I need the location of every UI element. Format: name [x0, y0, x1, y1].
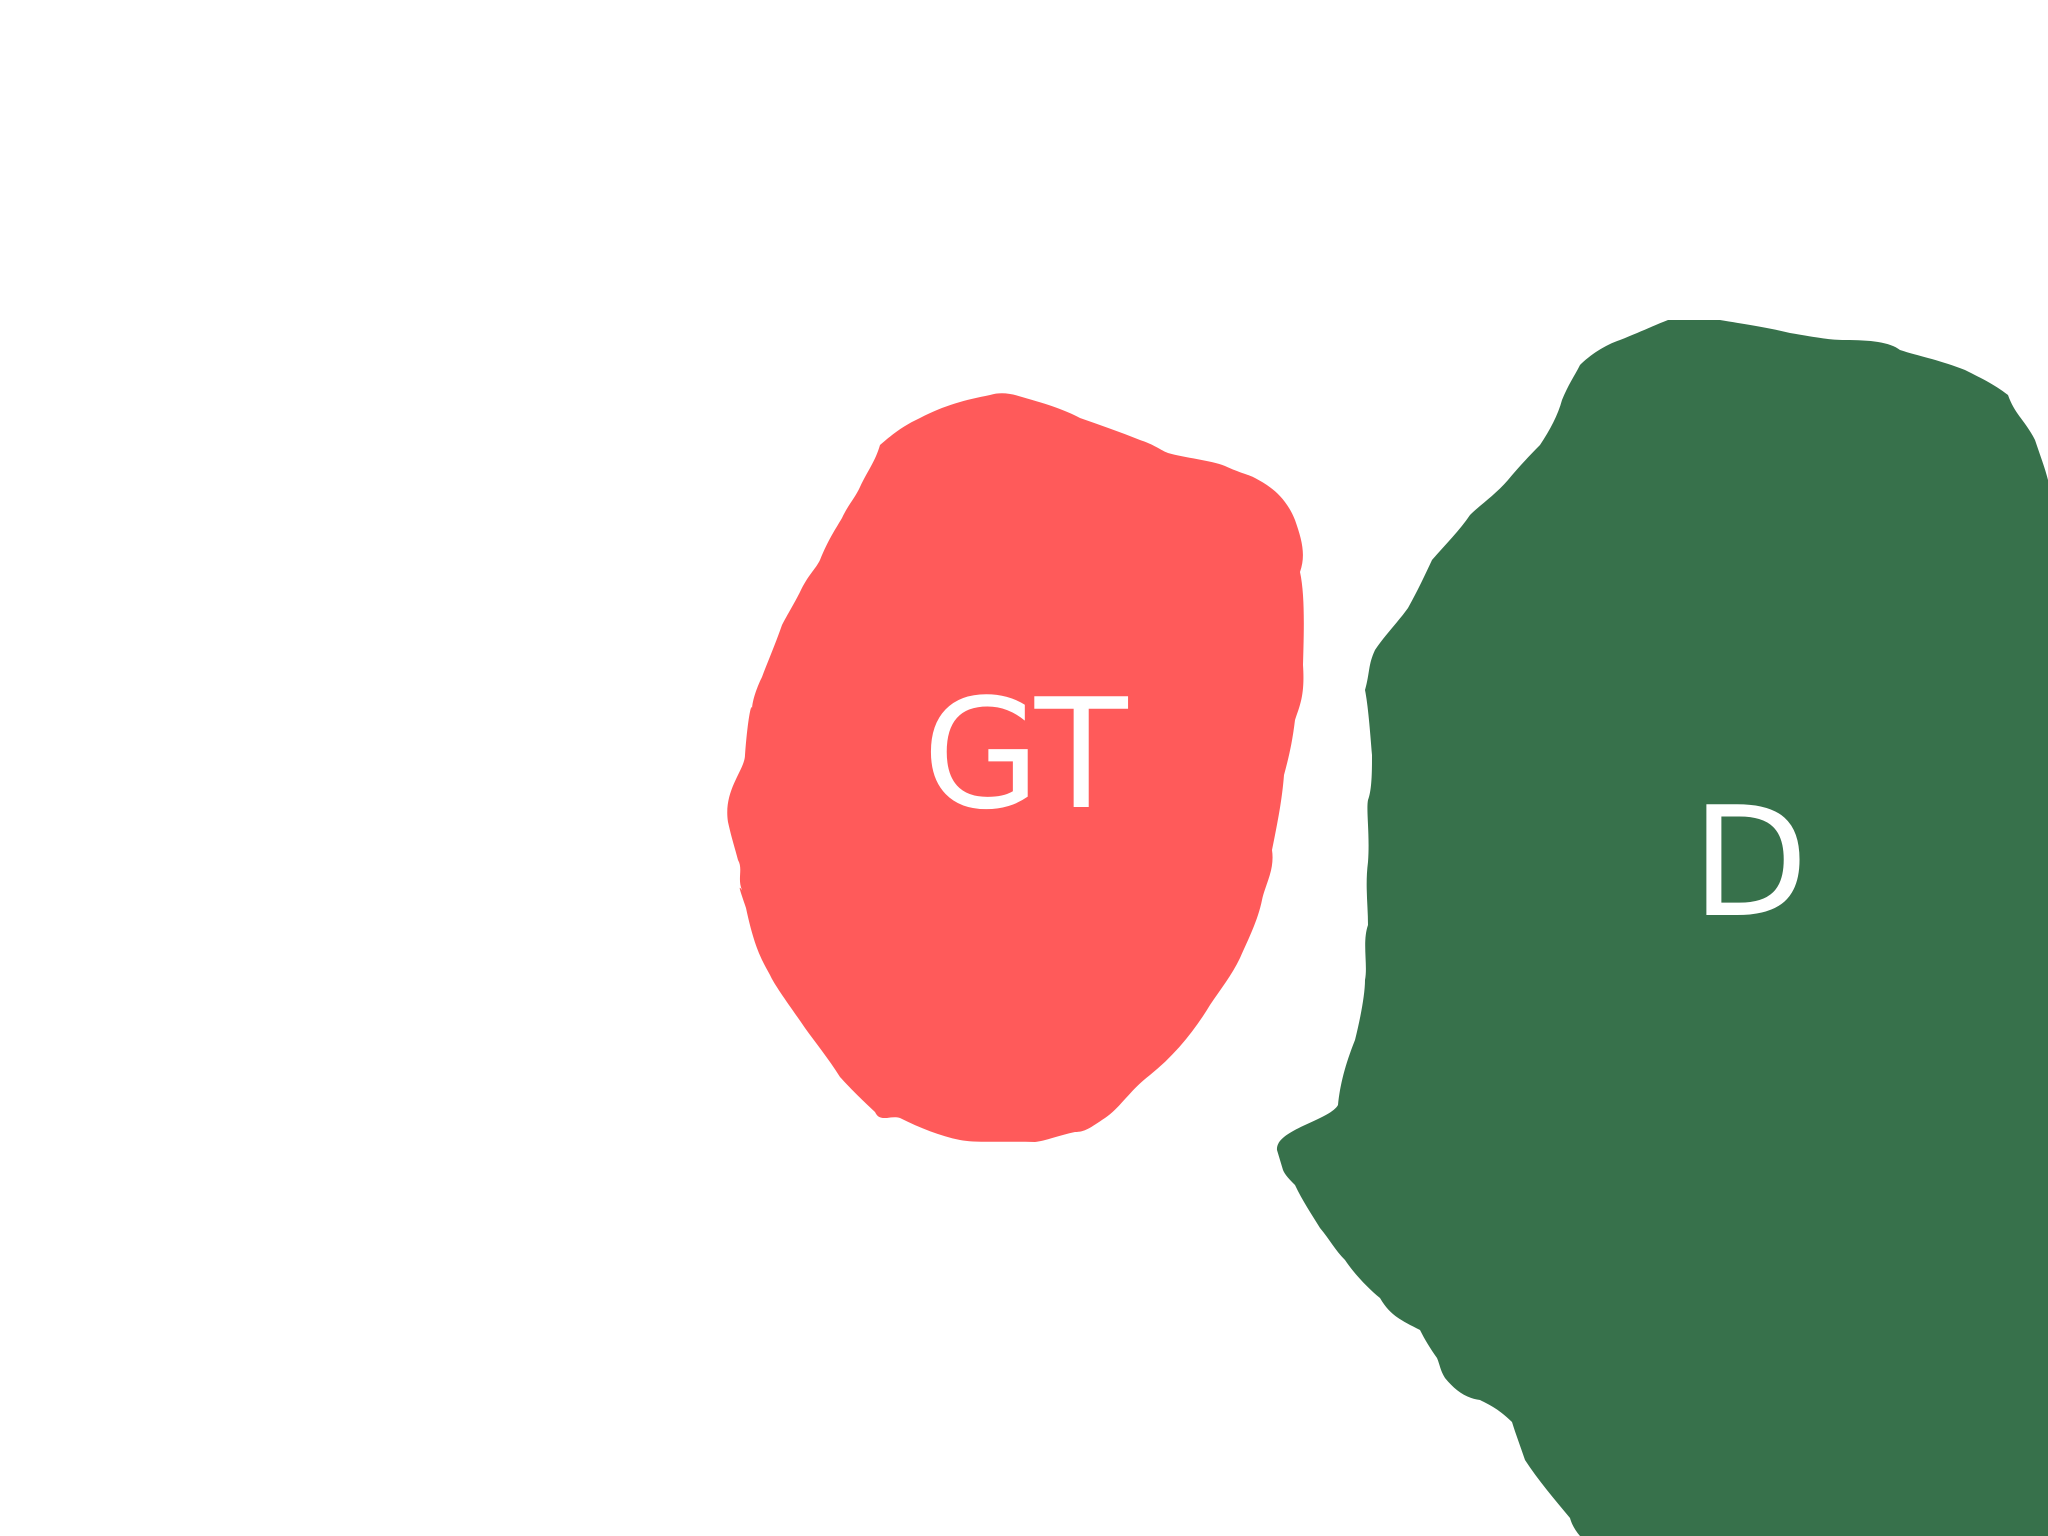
region-d-label: D: [1691, 774, 1808, 951]
region-d: D: [1277, 320, 2048, 1536]
region-d-shape: [1277, 320, 2048, 1536]
region-gt-label: GT: [922, 666, 1128, 843]
region-gt: GT: [727, 393, 1304, 1142]
